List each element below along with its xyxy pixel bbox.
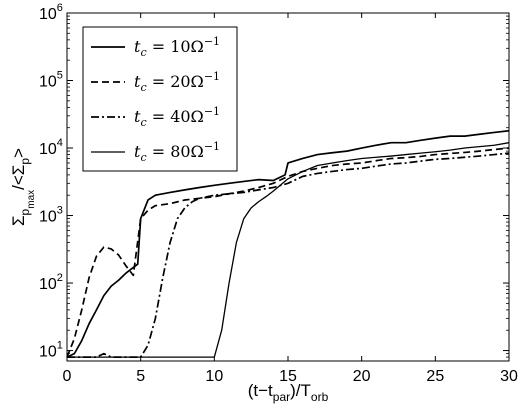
series-line-2	[66, 147, 510, 358]
series-line-4	[67, 142, 510, 358]
x-tick-label: 25	[426, 368, 444, 385]
x-axis-label: (t−tpar)/Torb	[248, 381, 329, 404]
y-tick-label: 106	[39, 2, 63, 23]
x-tick-label: 20	[353, 368, 371, 385]
series-line-1	[66, 129, 510, 358]
y-tick-label: 103	[39, 205, 63, 226]
legend-box	[82, 26, 238, 172]
y-tick-label: 104	[39, 137, 63, 158]
x-tick-label: 30	[500, 368, 518, 385]
series-line-3	[67, 152, 510, 358]
series-layer	[66, 129, 510, 358]
x-tick-label: 15	[279, 368, 297, 385]
legend-label-3: tc = 40Ω−1	[134, 105, 220, 129]
x-tick-label: 0	[63, 368, 72, 385]
y-tick-label: 102	[39, 272, 63, 293]
y-tick-label: 105	[39, 70, 63, 91]
y-axis-label: Σpmax/<Σp>	[9, 148, 37, 226]
legend-label-1: tc = 10Ω−1	[134, 35, 220, 59]
legend-label-4: tc = 80Ω−1	[134, 140, 220, 164]
x-tick-label: 10	[205, 368, 223, 385]
x-tick-label: 5	[136, 368, 145, 385]
ticks-layer: 0 5 10 15 20 25 30 101 102 103 104 105 106	[39, 2, 518, 385]
y-tick-label: 101	[39, 340, 63, 361]
legend-label-2: tc = 20Ω−1	[134, 70, 220, 94]
legend: tc = 10Ω−1 tc = 20Ω−1 tc = 40Ω−1 tc = 80Ω−1	[82, 26, 238, 172]
